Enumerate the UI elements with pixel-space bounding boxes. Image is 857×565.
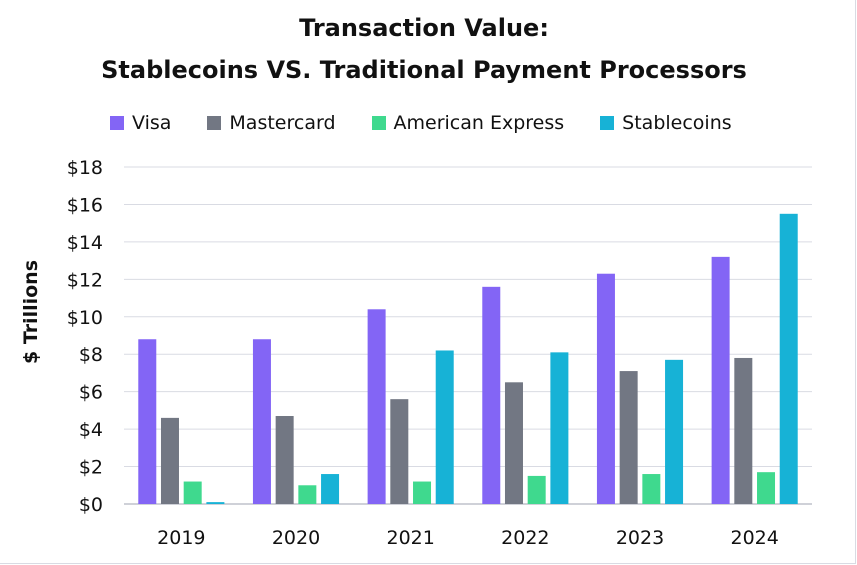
bar-visa-2020 [252, 339, 271, 504]
bar-stablecoins-2024 [779, 213, 798, 505]
x-tick-label: 2024 [730, 527, 778, 549]
x-tick-label: 2021 [386, 527, 434, 549]
bar-mastercard-2022 [504, 382, 523, 504]
bar-visa-2019 [138, 339, 157, 504]
bar-stablecoins-2023 [665, 359, 684, 504]
y-tick-label: $16 [67, 194, 103, 216]
y-tick-label: $4 [79, 419, 103, 441]
x-tick-label: 2020 [272, 527, 320, 549]
x-tick-label: 2022 [501, 527, 549, 549]
y-tick-label: $10 [67, 307, 103, 329]
legend-swatch [110, 116, 124, 130]
y-tick-label: $8 [79, 344, 103, 366]
bar-american-express-2020 [298, 485, 317, 504]
y-tick-label: $18 [67, 157, 103, 179]
legend-swatch [371, 116, 386, 130]
bar-visa-2022 [482, 286, 501, 504]
chart-title-line-2: Stablecoins VS. Traditional Payment Proc… [101, 56, 747, 84]
bar-stablecoins-2021 [435, 350, 454, 504]
bar-american-express-2024 [757, 472, 776, 504]
bar-american-express-2022 [527, 475, 546, 504]
legend-label: American Express [393, 112, 565, 134]
bar-visa-2021 [367, 309, 386, 504]
bar-mastercard-2023 [619, 371, 638, 504]
x-tick-labels: 2019 2020 2021 2022 2023 2024 [157, 527, 779, 549]
y-tick-labels: $0 $2 $4 $6 $8 $10 $12 $14 $16 $18 [67, 157, 103, 516]
y-axis-label: $ Trillions [20, 260, 42, 364]
bar-mastercard-2020 [275, 416, 294, 504]
bar-american-express-2023 [642, 474, 661, 504]
bar-mastercard-2021 [390, 399, 409, 504]
bar-stablecoins-2022 [550, 352, 569, 504]
legend-item-1: Mastercard [207, 112, 336, 134]
legend-item-3: Stablecoins [600, 112, 732, 134]
legend-label: Visa [132, 112, 172, 134]
legend-swatch [207, 116, 222, 130]
bar-american-express-2019 [183, 481, 202, 504]
legend-label: Mastercard [229, 112, 336, 134]
gridlines [124, 166, 812, 505]
bar-visa-2024 [711, 256, 730, 504]
bar-american-express-2021 [413, 481, 432, 504]
bar-stablecoins-2020 [321, 474, 340, 504]
legend-swatch [600, 116, 615, 130]
bar-stablecoins-2019 [206, 502, 225, 504]
legend-item-2: American Express [371, 112, 565, 134]
x-tick-label: 2019 [157, 527, 205, 549]
chart-title-line-1: Transaction Value: [299, 14, 549, 42]
y-tick-label: $12 [67, 269, 103, 291]
y-tick-label: $2 [79, 457, 103, 479]
legend-label: Stablecoins [622, 112, 732, 134]
chart-legend: Visa Mastercard American Express Stablecoin… [110, 110, 768, 136]
y-tick-label: $0 [79, 494, 103, 516]
bar-visa-2023 [596, 273, 615, 504]
bars [138, 213, 798, 505]
bar-mastercard-2024 [734, 357, 753, 504]
x-tick-label: 2023 [616, 527, 664, 549]
legend-item-0: Visa [110, 112, 171, 134]
y-tick-label: $14 [67, 232, 103, 254]
bar-mastercard-2019 [160, 417, 179, 504]
y-tick-label: $6 [79, 382, 103, 404]
